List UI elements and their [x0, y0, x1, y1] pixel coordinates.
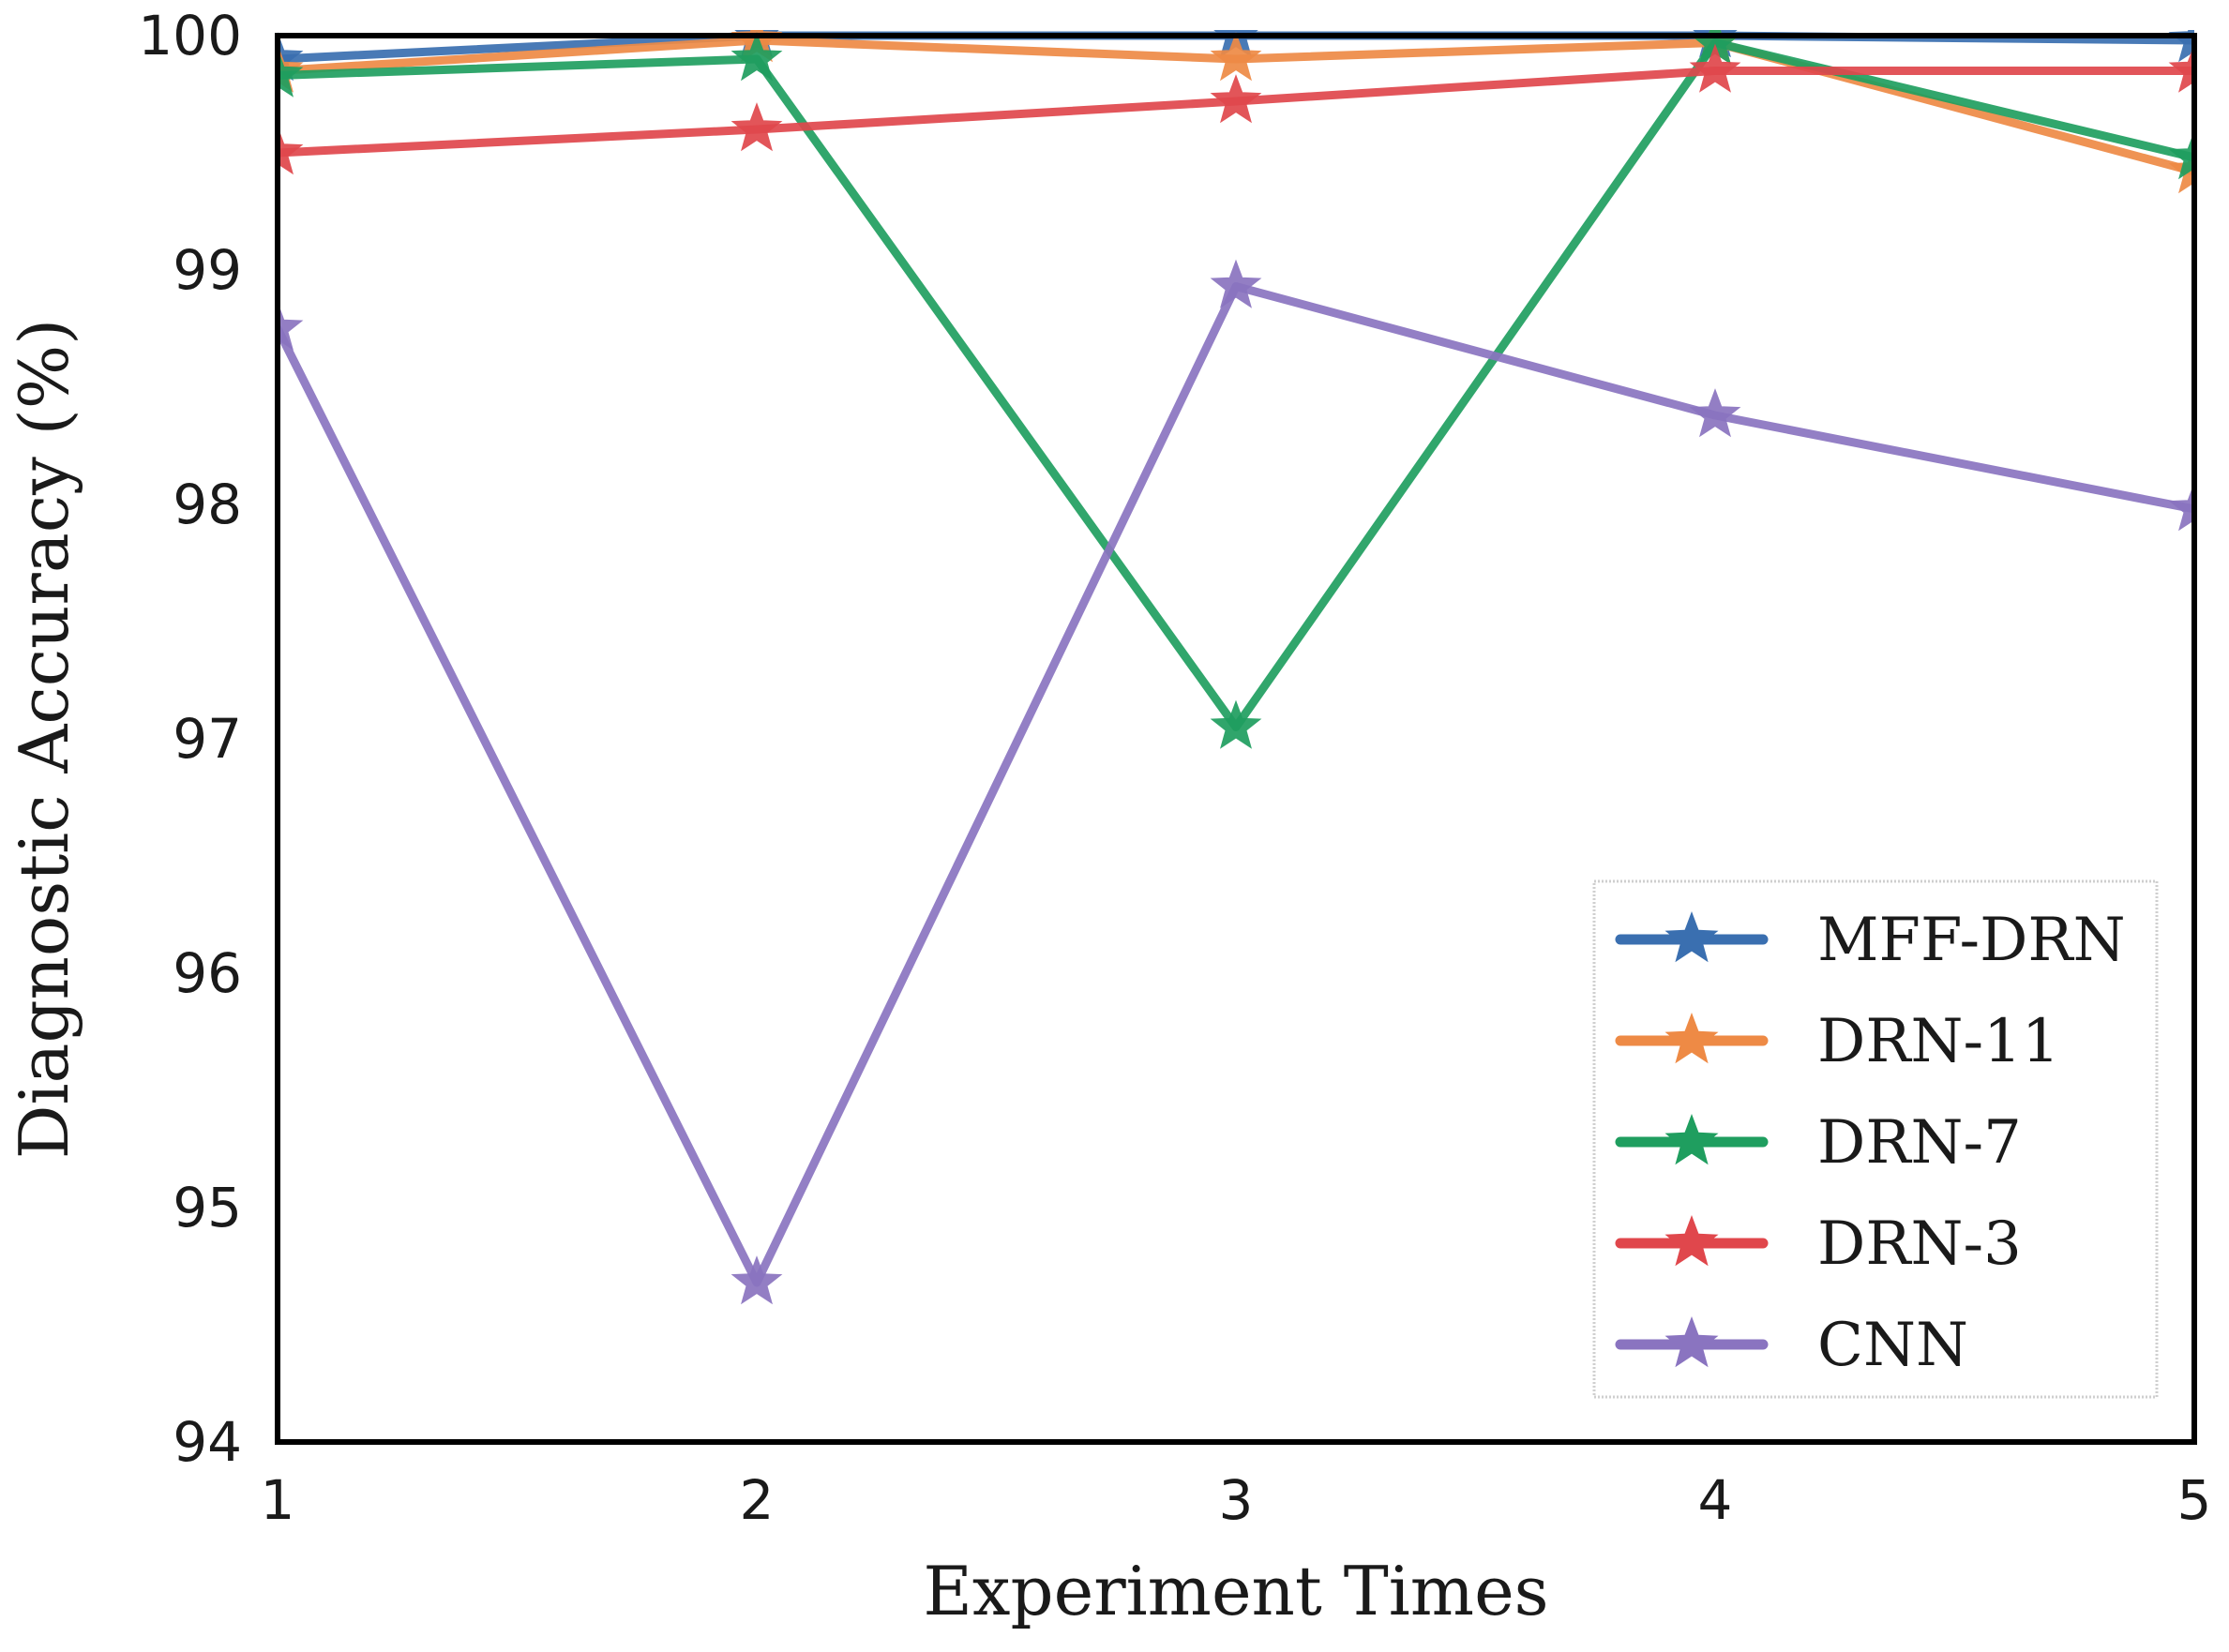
y-tick-label: 100 [138, 4, 242, 68]
legend-label: DRN-7 [1817, 1108, 2022, 1178]
x-axis-ticks: 1 2 3 4 5 [261, 1468, 2212, 1532]
legend-item: CNN [1615, 1311, 1968, 1380]
x-tick-label: 5 [2177, 1468, 2212, 1532]
y-tick-label: 99 [173, 238, 242, 302]
x-tick-label: 2 [740, 1468, 775, 1532]
legend: MFF-DRN DRN-11 DRN-7 DRN-3 CNN [1592, 879, 2159, 1399]
y-tick-label: 98 [173, 473, 242, 536]
legend-marker [1664, 1114, 1719, 1165]
y-tick-label: 94 [173, 1410, 242, 1474]
legend-label: MFF-DRN [1817, 906, 2126, 975]
data-point [1689, 43, 1741, 93]
data-point [730, 1255, 783, 1305]
legend-label: DRN-11 [1817, 1007, 2060, 1076]
x-tick-label: 4 [1698, 1468, 1733, 1532]
data-point [1210, 259, 1262, 308]
legend-item: DRN-11 [1615, 1007, 2060, 1076]
data-point [2168, 482, 2194, 532]
y-tick-label: 96 [173, 941, 242, 1005]
legend-label: CNN [1817, 1311, 1968, 1380]
data-point [2168, 43, 2194, 93]
data-point [1210, 32, 1262, 82]
data-point [730, 32, 783, 82]
y-axis-ticks: 94 95 96 97 98 99 100 [138, 4, 242, 1474]
y-tick-label: 95 [173, 1176, 242, 1239]
series-group [278, 30, 2194, 1305]
legend-item: DRN-3 [1615, 1209, 2022, 1279]
series-line [278, 38, 2194, 731]
series-drn-7 [278, 30, 2194, 749]
legend-marker [1664, 1013, 1719, 1064]
x-axis-label: Experiment Times [923, 1552, 1548, 1630]
legend-item: DRN-7 [1615, 1108, 2022, 1178]
data-point [278, 126, 304, 175]
y-tick-label: 97 [173, 707, 242, 771]
x-tick-label: 3 [1219, 1468, 1254, 1532]
data-point [2168, 130, 2194, 180]
data-point [1210, 74, 1262, 124]
data-point [1210, 699, 1262, 749]
y-axis-label: Diagnostic Accuracy (%) [5, 319, 83, 1159]
legend-label: DRN-3 [1817, 1209, 2022, 1279]
data-point [278, 48, 304, 98]
series-cnn [278, 259, 2194, 1305]
data-point [278, 301, 304, 351]
legend-item: MFF-DRN [1615, 906, 2126, 975]
plot-area-frame [275, 33, 2197, 1445]
legend-marker [1664, 1316, 1719, 1368]
data-point [730, 102, 783, 152]
legend-marker [1664, 911, 1719, 963]
data-point [1689, 388, 1741, 438]
series-drn-3 [278, 43, 2194, 175]
legend-marker [1664, 1215, 1719, 1267]
x-tick-label: 1 [261, 1468, 295, 1532]
